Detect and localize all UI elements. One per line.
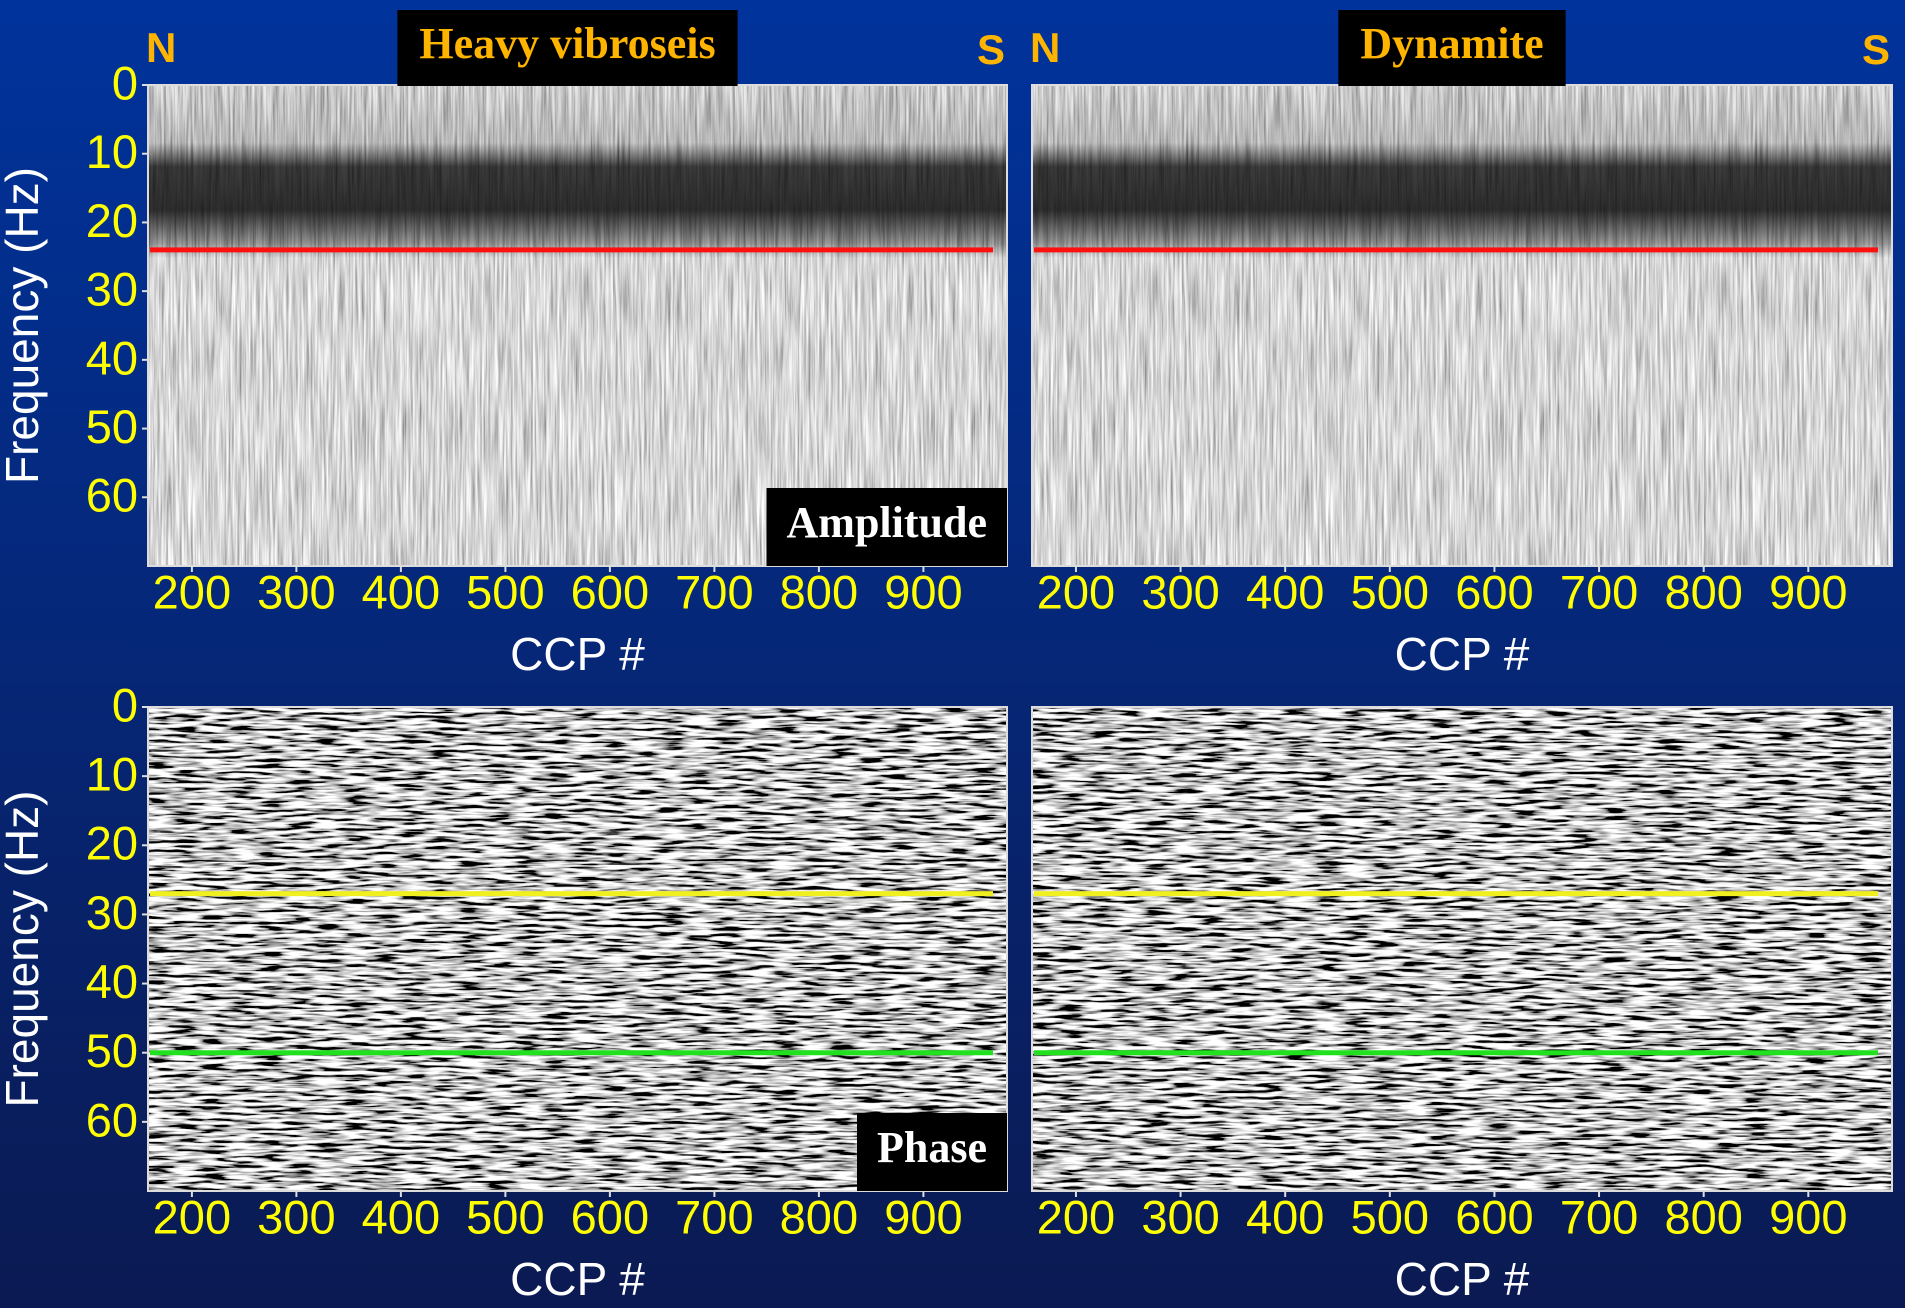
y-tick-label: 10 [86, 125, 138, 178]
y-tick-label: 30 [86, 886, 138, 939]
y-tick-label: 20 [86, 817, 138, 870]
north-label: N [146, 24, 176, 71]
x-tick-label: 700 [1560, 1190, 1638, 1243]
y-tick-label: 40 [86, 331, 138, 384]
panel-title: Heavy vibroseis [419, 19, 715, 68]
panel-image [148, 707, 1007, 1191]
x-tick-label: 400 [1246, 1190, 1324, 1243]
x-tick-label: 800 [780, 1190, 858, 1243]
x-tick-label: 700 [675, 565, 753, 618]
y-tick-label: 50 [86, 400, 138, 453]
panel-frame [1031, 706, 1893, 1192]
x-tick-label: 200 [1037, 1190, 1115, 1243]
x-tick-label: 600 [1455, 565, 1533, 618]
x-tick-label: 800 [780, 565, 858, 618]
x-tick-label: 200 [1037, 565, 1115, 618]
x-axis-label: CCP # [1395, 1253, 1530, 1305]
y-tick-label: 20 [86, 194, 138, 247]
x-tick-label: 300 [1141, 565, 1219, 618]
panel-title: Dynamite [1360, 19, 1543, 68]
x-axis-label: CCP # [510, 1253, 645, 1305]
x-tick-label: 900 [884, 565, 962, 618]
x-tick-label: 900 [1769, 1190, 1847, 1243]
x-tick-label: 300 [1141, 1190, 1219, 1243]
y-tick-label: 30 [86, 263, 138, 316]
panel-title-box [397, 10, 738, 86]
x-tick-label: 500 [466, 565, 544, 618]
y-tick-label: 50 [86, 1024, 138, 1077]
south-label: S [977, 26, 1005, 73]
panel-tag-box [857, 1113, 1007, 1191]
x-axis-label: CCP # [1395, 628, 1530, 680]
low-frequency-band [148, 85, 1007, 566]
x-tick-label: 800 [1664, 1190, 1742, 1243]
x-tick-label: 400 [362, 565, 440, 618]
y-tick-label: 0 [112, 678, 138, 731]
panel-title-box [1338, 10, 1566, 86]
panel-image [1032, 707, 1892, 1191]
low-frequency-band [1032, 85, 1892, 566]
x-tick-label: 600 [1455, 1190, 1533, 1243]
panel-tag-box [766, 488, 1007, 566]
x-tick-label: 400 [1246, 565, 1324, 618]
y-tick-label: 40 [86, 955, 138, 1008]
x-tick-label: 300 [257, 565, 335, 618]
panel-tag: Amplitude [787, 498, 987, 547]
x-tick-label: 200 [153, 565, 231, 618]
x-tick-label: 500 [1351, 565, 1429, 618]
panel-tag: Phase [877, 1123, 987, 1172]
y-tick-label: 60 [86, 469, 138, 522]
y-tick-label: 0 [112, 56, 138, 109]
x-axis-label: CCP # [510, 628, 645, 680]
x-tick-label: 800 [1664, 565, 1742, 618]
south-label: S [1862, 26, 1890, 73]
panel-frame [147, 706, 1008, 1192]
y-tick-label: 10 [86, 748, 138, 801]
y-axis-label: Frequency (Hz) [0, 167, 48, 484]
y-tick-label: 60 [86, 1093, 138, 1146]
x-tick-label: 600 [571, 565, 649, 618]
x-tick-label: 400 [362, 1190, 440, 1243]
x-tick-label: 700 [1560, 565, 1638, 618]
y-axis-label: Frequency (Hz) [0, 791, 48, 1108]
x-tick-label: 500 [466, 1190, 544, 1243]
x-tick-label: 900 [884, 1190, 962, 1243]
x-tick-label: 500 [1351, 1190, 1429, 1243]
north-label: N [1030, 24, 1060, 71]
x-tick-label: 200 [153, 1190, 231, 1243]
x-tick-label: 300 [257, 1190, 335, 1243]
x-tick-label: 600 [571, 1190, 649, 1243]
x-tick-label: 900 [1769, 565, 1847, 618]
x-tick-label: 700 [675, 1190, 753, 1243]
